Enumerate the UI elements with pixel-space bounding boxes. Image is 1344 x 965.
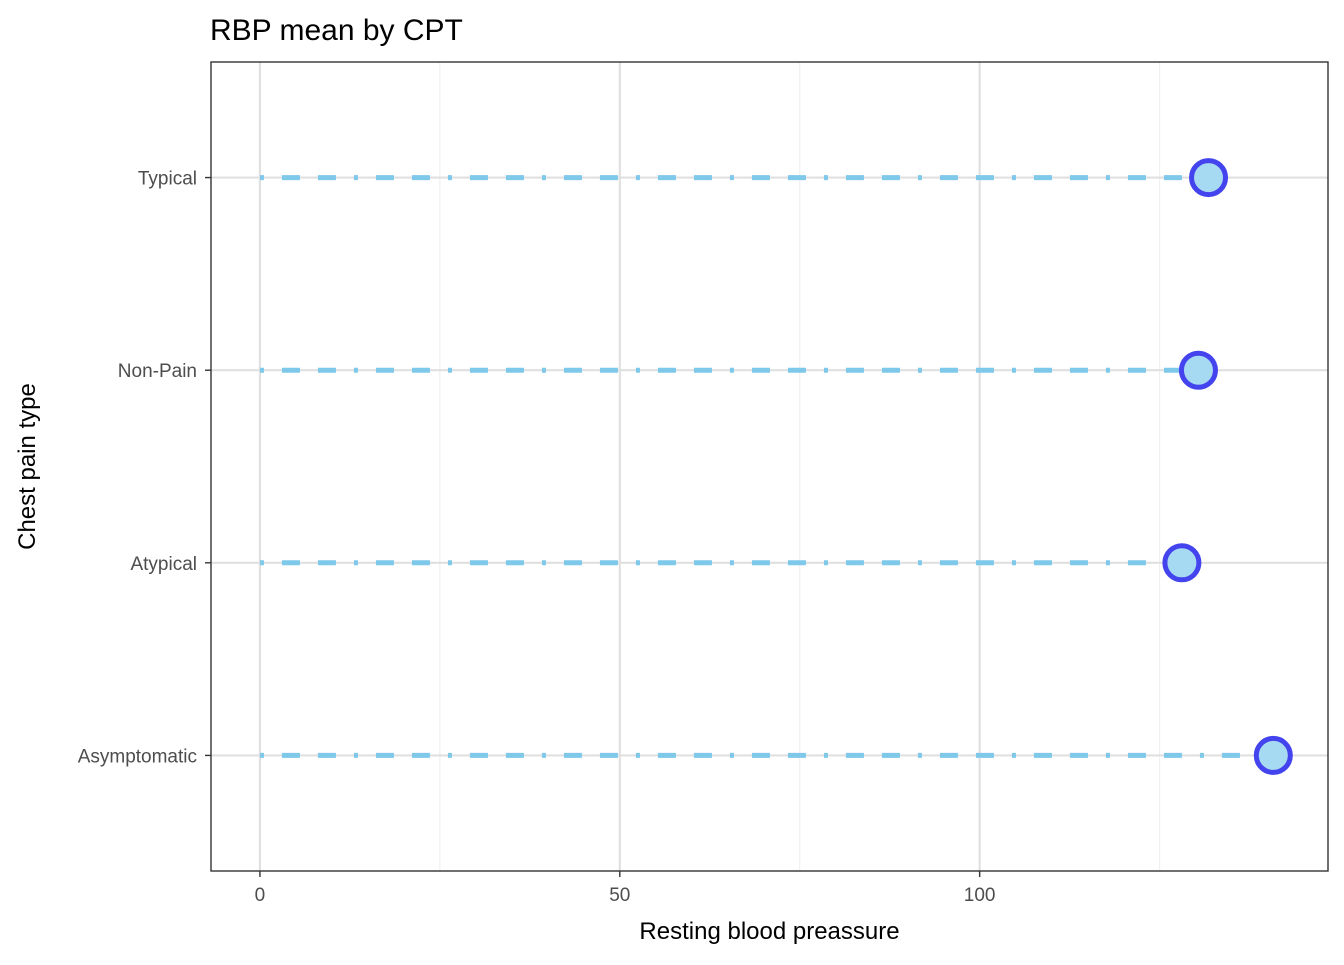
chart-title: RBP mean by CPT bbox=[210, 14, 463, 47]
data-point bbox=[1189, 158, 1229, 198]
y-tick-label: Asymptomatic bbox=[78, 746, 197, 767]
y-tick-label: Atypical bbox=[130, 554, 197, 575]
data-point bbox=[1178, 350, 1218, 390]
y-tick-label: Typical bbox=[138, 169, 197, 190]
panel-border bbox=[210, 61, 1329, 872]
y-axis: Asymptomatic Atypical Non-Pain Typical bbox=[78, 169, 211, 767]
data-point bbox=[1253, 735, 1293, 775]
x-tick-label: 100 bbox=[964, 885, 996, 906]
x-axis: 0 50 100 bbox=[255, 871, 996, 906]
stems bbox=[259, 175, 1274, 758]
x-axis-title: Resting blood preassure bbox=[639, 918, 899, 945]
data-point bbox=[1162, 543, 1202, 583]
x-tick-label: 0 bbox=[255, 885, 266, 906]
y-tick-label: Non-Pain bbox=[118, 361, 197, 382]
y-axis-title: Chest pain type bbox=[14, 383, 41, 550]
x-tick-label: 50 bbox=[609, 885, 630, 906]
points bbox=[1162, 158, 1293, 775]
grid-lines bbox=[211, 62, 1328, 871]
